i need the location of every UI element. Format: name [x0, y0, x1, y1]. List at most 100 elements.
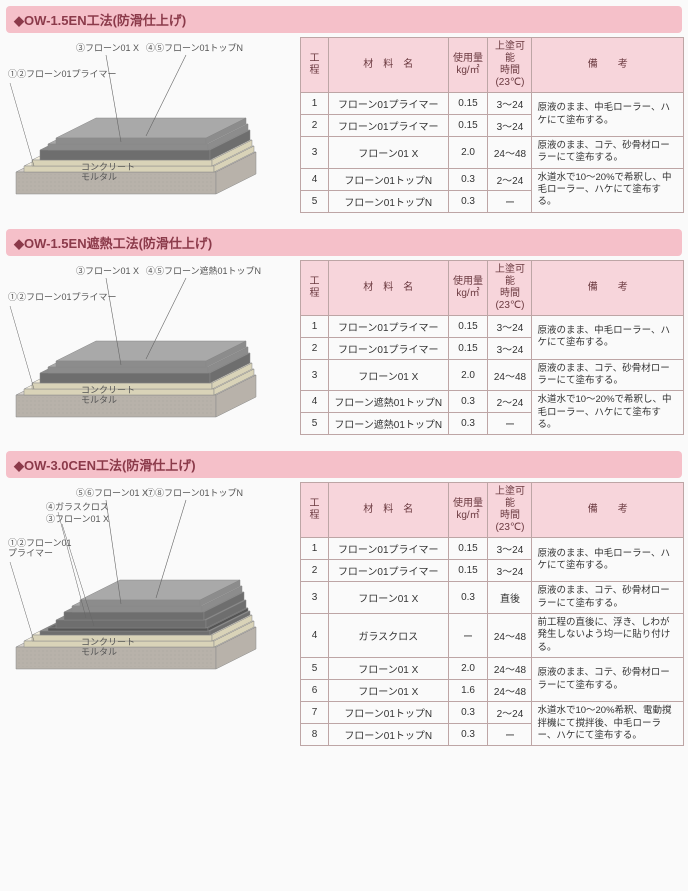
- th-step: 工 程: [301, 483, 329, 538]
- svg-text:④⑤フローン01トップN: ④⑤フローン01トップN: [146, 43, 243, 53]
- cell-qty: 0.15: [448, 337, 488, 359]
- th-qty: 使用量kg/㎡: [448, 38, 488, 93]
- cell-step: 1: [301, 315, 329, 337]
- table-wrap: 工 程 材 料 名 使用量kg/㎡ 上塗可能時間(23℃) 備 考 1 フローン…: [300, 482, 684, 746]
- cell-time: 3～24: [488, 538, 532, 560]
- cell-time: 24～48: [488, 614, 532, 658]
- layer-diagram: コンクリートモルタル③フローン01 X④⑤フローン遮熱01トップN①②フローン0…: [6, 260, 296, 430]
- cell-time: 直後: [488, 582, 532, 614]
- th-time: 上塗可能時間(23℃): [488, 260, 532, 315]
- svg-text:③フローン01 X: ③フローン01 X: [76, 43, 139, 53]
- cell-time: 3～24: [488, 560, 532, 582]
- th-material: 材 料 名: [328, 483, 448, 538]
- cell-time: 24～48: [488, 137, 532, 169]
- cell-step: 5: [301, 658, 329, 680]
- svg-text:④ガラスクロス: ④ガラスクロス: [46, 502, 109, 512]
- svg-text:①②フローン01: ①②フローン01: [8, 538, 72, 548]
- th-step: 工 程: [301, 38, 329, 93]
- cell-material: フローン01トップN: [328, 190, 448, 212]
- section-title: ◆OW-1.5EN遮熱工法(防滑仕上げ): [6, 229, 682, 256]
- cell-material: フローン01 X: [328, 359, 448, 391]
- cell-remarks: 原液のまま、コテ、砂骨材ローラーにて塗布する。: [532, 137, 684, 169]
- table-row: 4 ガラスクロス ー 24～48前工程の直後に、浮き、しわが発生しないよう均一に…: [301, 614, 684, 658]
- cell-material: フローン01プライマー: [328, 337, 448, 359]
- cell-qty: 2.0: [448, 137, 488, 169]
- svg-text:コンクリート: コンクリート: [81, 162, 135, 172]
- th-qty: 使用量kg/㎡: [448, 260, 488, 315]
- th-step: 工 程: [301, 260, 329, 315]
- cell-qty: 1.6: [448, 680, 488, 702]
- cell-material: フローン01プライマー: [328, 115, 448, 137]
- diagram-wrap: コンクリートモルタル③フローン01 X④⑤フローン遮熱01トップN①②フローン0…: [6, 260, 296, 436]
- cell-material: フローン01トップN: [328, 168, 448, 190]
- cell-step: 8: [301, 724, 329, 746]
- th-time: 上塗可能時間(23℃): [488, 483, 532, 538]
- svg-text:④⑤フローン遮熱01トップN: ④⑤フローン遮熱01トップN: [146, 265, 261, 276]
- cell-remarks: 原液のまま、コテ、砂骨材ローラーにて塗布する。: [532, 359, 684, 391]
- cell-remarks: 前工程の直後に、浮き、しわが発生しないよう均一に貼り付ける。: [532, 614, 684, 658]
- cell-qty: 2.0: [448, 359, 488, 391]
- cell-qty: 0.3: [448, 582, 488, 614]
- section-body: コンクリートモルタル③フローン01 X④⑤フローン01トップN①②フローン01プ…: [6, 37, 682, 213]
- section-title: ◆OW-1.5EN工法(防滑仕上げ): [6, 6, 682, 33]
- cell-step: 3: [301, 137, 329, 169]
- svg-text:⑤⑥フローン01 X: ⑤⑥フローン01 X: [76, 488, 148, 498]
- method-section: ◆OW-3.0CEN工法(防滑仕上げ)コンクリートモルタル⑤⑥フローン01 X⑦…: [6, 451, 682, 746]
- cell-time: 24～48: [488, 680, 532, 702]
- cell-step: 1: [301, 538, 329, 560]
- cell-step: 2: [301, 115, 329, 137]
- cell-time: 3～24: [488, 337, 532, 359]
- cell-material: フローン01 X: [328, 582, 448, 614]
- cell-qty: 2.0: [448, 658, 488, 680]
- cell-material: フローン01プライマー: [328, 315, 448, 337]
- cell-qty: 0.15: [448, 538, 488, 560]
- diagram-wrap: コンクリートモルタル③フローン01 X④⑤フローン01トップN①②フローン01プ…: [6, 37, 296, 213]
- cell-step: 4: [301, 391, 329, 413]
- cell-material: フローン01プライマー: [328, 538, 448, 560]
- cell-material: フローン01プライマー: [328, 93, 448, 115]
- cell-qty: 0.3: [448, 391, 488, 413]
- cell-material: フローン遮熱01トップN: [328, 413, 448, 435]
- spec-table: 工 程 材 料 名 使用量kg/㎡ 上塗可能時間(23℃) 備 考 1 フローン…: [300, 260, 684, 436]
- cell-material: フローン01プライマー: [328, 560, 448, 582]
- cell-material: フローン01 X: [328, 137, 448, 169]
- cell-qty: 0.3: [448, 168, 488, 190]
- table-row: 7 フローン01トップN 0.3 2～24水道水で10～20%希釈、電動撹拌機に…: [301, 702, 684, 724]
- cell-remarks: 原液のまま、コテ、砂骨材ローラーにて塗布する。: [532, 658, 684, 702]
- svg-text:コンクリート: コンクリート: [81, 385, 135, 395]
- section-body: コンクリートモルタル③フローン01 X④⑤フローン遮熱01トップN①②フローン0…: [6, 260, 682, 436]
- th-remarks: 備 考: [532, 38, 684, 93]
- cell-step: 5: [301, 190, 329, 212]
- svg-text:①②フローン01プライマー: ①②フローン01プライマー: [8, 69, 117, 79]
- section-body: コンクリートモルタル⑤⑥フローン01 X⑦⑧フローン01トップN④ガラスクロス③…: [6, 482, 682, 746]
- svg-text:①②フローン01プライマー: ①②フローン01プライマー: [8, 292, 117, 302]
- method-section: ◆OW-1.5EN遮熱工法(防滑仕上げ) コンクリートモルタル③フローン01 X④…: [6, 229, 682, 436]
- cell-remarks: 水道水で10～20%で希釈し、中毛ローラー、ハケにて塗布する。: [532, 391, 684, 435]
- cell-qty: 0.3: [448, 724, 488, 746]
- table-wrap: 工 程 材 料 名 使用量kg/㎡ 上塗可能時間(23℃) 備 考 1 フローン…: [300, 37, 684, 213]
- cell-step: 4: [301, 614, 329, 658]
- svg-text:コンクリート: コンクリート: [81, 637, 135, 647]
- th-material: 材 料 名: [328, 38, 448, 93]
- cell-qty: ー: [448, 614, 488, 658]
- table-wrap: 工 程 材 料 名 使用量kg/㎡ 上塗可能時間(23℃) 備 考 1 フローン…: [300, 260, 684, 436]
- cell-time: ー: [488, 413, 532, 435]
- cell-step: 2: [301, 337, 329, 359]
- table-row: 1 フローン01プライマー 0.15 3～24原液のまま、中毛ローラー、ハケにて…: [301, 538, 684, 560]
- cell-step: 3: [301, 359, 329, 391]
- cell-qty: 0.15: [448, 315, 488, 337]
- cell-time: 24～48: [488, 658, 532, 680]
- table-row: 1 フローン01プライマー 0.15 3～24原液のまま、中毛ローラー、ハケにて…: [301, 93, 684, 115]
- table-row: 4 フローン01トップN 0.3 2～24水道水で10～20%で希釈し、中毛ロー…: [301, 168, 684, 190]
- cell-qty: 0.3: [448, 413, 488, 435]
- cell-material: フローン遮熱01トップN: [328, 391, 448, 413]
- svg-text:モルタル: モルタル: [81, 647, 117, 657]
- layer-diagram: コンクリートモルタル⑤⑥フローン01 X⑦⑧フローン01トップN④ガラスクロス③…: [6, 482, 296, 682]
- svg-text:⑦⑧フローン01トップN: ⑦⑧フローン01トップN: [146, 488, 243, 498]
- cell-step: 5: [301, 413, 329, 435]
- cell-material: フローン01トップN: [328, 702, 448, 724]
- th-time: 上塗可能時間(23℃): [488, 38, 532, 93]
- svg-text:プライマー: プライマー: [8, 548, 53, 558]
- cell-time: 3～24: [488, 315, 532, 337]
- diagram-wrap: コンクリートモルタル⑤⑥フローン01 X⑦⑧フローン01トップN④ガラスクロス③…: [6, 482, 296, 746]
